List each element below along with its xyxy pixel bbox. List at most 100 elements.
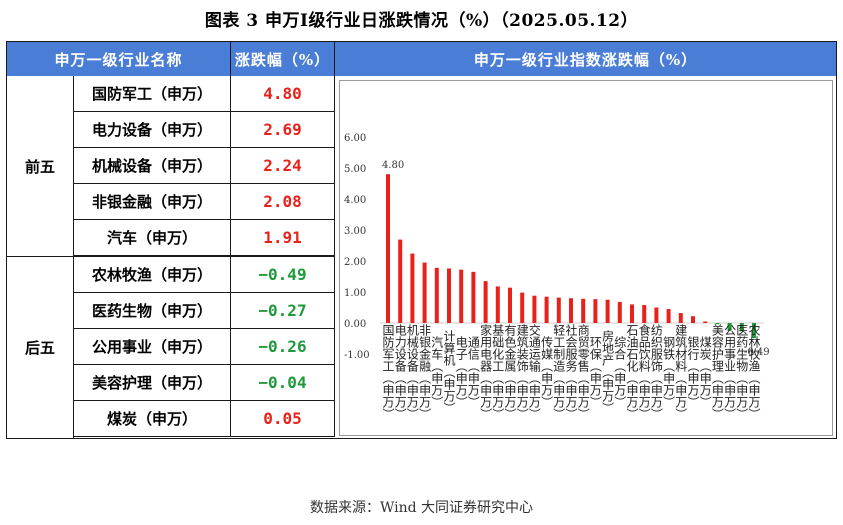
bar [459, 269, 464, 323]
category-label: 通信（申万） [466, 336, 480, 408]
category-label: 煤炭（申万） [698, 336, 712, 408]
category-label: 国防军工（申万） [381, 324, 395, 420]
bar [556, 297, 561, 323]
change-pct-cell: 2.08 [231, 184, 335, 220]
category-label: 电力设备（申万） [393, 324, 407, 420]
industry-name-cell: 美容护理（申万） [74, 365, 231, 401]
bar [544, 296, 549, 323]
category-label: 非银金融（申万） [418, 324, 432, 420]
category-label: 轻工制造（申万） [552, 324, 566, 420]
category-label: 综合（申万） [613, 336, 627, 408]
bar [715, 323, 720, 325]
industry-name-cell: 农林牧渔（申万） [74, 257, 231, 293]
y-tick-label: 3.00 [344, 226, 366, 237]
data-label-min: -0.49 [744, 347, 770, 358]
category-label: 纺织服饰（申万） [649, 324, 663, 420]
change-pct-cell: 0.05 [231, 401, 335, 437]
bar [752, 323, 756, 339]
category-label: 商贸零售（申万） [576, 323, 590, 420]
bar [691, 316, 695, 323]
bar [593, 299, 598, 323]
bar [666, 309, 671, 323]
category-label: 社会服务（申万） [564, 323, 578, 420]
category-label: 公用事业（申万） [723, 324, 737, 420]
category-label: 食品饮料（申万） [637, 323, 651, 420]
industry-name-cell: 医药生物（申万） [74, 293, 231, 329]
change-pct-cell: −0.04 [231, 365, 335, 401]
industry-name-cell: 国防军工（申万） [74, 76, 231, 112]
bar [569, 298, 573, 323]
industry-name-cell: 汽车（申万） [74, 220, 231, 256]
category-label: 有色金属（申万） [503, 324, 517, 420]
industry-name-cell: 煤炭（申万） [74, 401, 231, 437]
bar [617, 301, 622, 323]
category-label: 石油石化（申万） [625, 324, 639, 420]
group-divider [7, 256, 335, 257]
change-pct-cell: −0.27 [231, 293, 335, 329]
industry-name-cell: 非银金融（申万） [74, 184, 231, 220]
header-industry-name: 申万一级行业名称 [7, 42, 231, 76]
category-label: 传媒（申万） [540, 335, 554, 408]
category-label: 医药生物（申万） [735, 324, 749, 420]
bar [703, 321, 708, 323]
category-label: 建筑装饰（申万） [515, 324, 529, 420]
category-label: 美容护理（申万） [710, 324, 724, 420]
bar [581, 298, 586, 323]
y-tick-label: 6.00 [344, 133, 366, 144]
y-tick-label: 5.00 [344, 164, 366, 175]
category-label: 基础化工（申万） [491, 324, 505, 420]
header-change-pct: 涨跌幅（%） [231, 42, 335, 76]
bar [410, 253, 415, 323]
bar [739, 323, 744, 332]
header-chart-title: 申万一级行业指数涨跌幅（%） [335, 42, 836, 76]
bar-chart-svg: 6.00 5.00 4.00 3.00 2.00 1.00 0.00 -1.00 国防军工（申万… [344, 133, 770, 420]
change-pct-cell: 4.80 [231, 76, 335, 112]
industry-name-cell: 公用事业（申万） [74, 329, 231, 365]
category-label: 机械设备（申万） [405, 324, 419, 420]
page-title: 图表 3 申万Ⅰ级行业日涨跌情况（%）（2025.05.12） [204, 11, 639, 31]
bar [447, 268, 451, 323]
category-label: 银行（申万） [686, 336, 700, 408]
category-label: 建筑材料（申万） [674, 324, 688, 420]
bar [422, 262, 427, 323]
bar [434, 267, 439, 323]
y-tick-label: 4.00 [344, 195, 366, 206]
bar [605, 299, 610, 323]
data-source: 数据来源：Wind 大同证券研究中心 [309, 500, 534, 516]
group-bottom-five: 后五 [7, 257, 74, 438]
bar [642, 305, 647, 323]
bar [630, 304, 634, 323]
industry-name-cell: 机械设备（申万） [74, 148, 231, 184]
bar [678, 313, 683, 323]
bar [495, 286, 500, 323]
bar [654, 307, 659, 323]
bar [520, 292, 525, 323]
change-pct-cell: 2.69 [231, 112, 335, 148]
category-label: 汽车（申万） [430, 335, 444, 408]
bar [398, 239, 403, 323]
bar-chart: 6.00 5.00 4.00 3.00 2.00 1.00 0.00 -1.00 国防军工（申万… [339, 80, 833, 436]
data-label-max: 4.80 [382, 160, 404, 171]
category-label: 计算机（申万） [442, 330, 456, 414]
change-pct-cell: −0.26 [231, 329, 335, 365]
bar [483, 281, 488, 323]
bar [532, 295, 537, 323]
bar [508, 287, 512, 323]
category-label: 家用电器（申万） [479, 323, 493, 420]
bar [727, 323, 732, 332]
category-label: 环保（申万） [588, 336, 602, 408]
category-label: 电子（申万） [454, 336, 468, 408]
change-pct-cell: 1.91 [231, 220, 335, 256]
industry-name-cell: 电力设备（申万） [74, 112, 231, 148]
bar [471, 271, 476, 323]
group-top-five: 前五 [7, 76, 74, 256]
category-label: 钢铁（申万） [662, 336, 676, 408]
bar [386, 174, 390, 323]
figure-frame: 申万一级行业名称 涨跌幅（%） 申万一级行业指数涨跌幅（%） 前五 后五 国防军… [6, 41, 837, 439]
category-label: 农林牧渔（申万） [747, 324, 761, 420]
y-tick-label: -1.00 [344, 350, 370, 361]
change-pct-cell: −0.49 [231, 257, 335, 293]
category-label: 房地产（申万） [601, 329, 615, 414]
y-tick-label: 2.00 [344, 257, 366, 268]
y-tick-label: 0.00 [344, 319, 366, 330]
